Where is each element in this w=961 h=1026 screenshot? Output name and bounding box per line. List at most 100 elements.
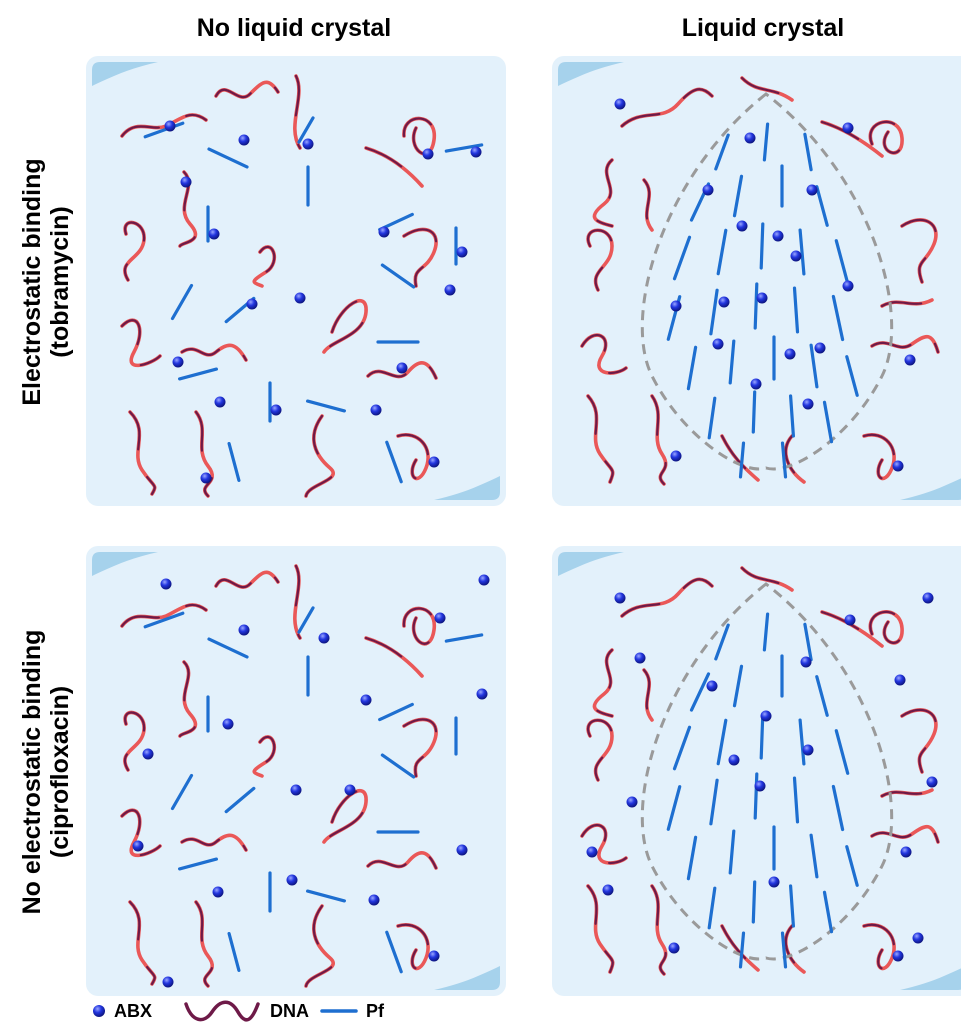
abx-molecule	[222, 718, 234, 730]
pf-phage	[789, 884, 795, 928]
pf-phage	[738, 441, 746, 479]
abx-molecule	[294, 292, 306, 304]
dna-strand-shade	[900, 218, 937, 284]
dna-strand-shade	[120, 603, 208, 628]
panel-electrostatic-no-lc	[86, 56, 506, 506]
legend: ABX DNA Pf	[93, 1000, 385, 1022]
abx-molecule	[728, 754, 740, 766]
abx-molecule	[444, 284, 456, 296]
abx-molecule	[706, 680, 718, 692]
row-title-no-electrostatic-line1: No electrostatic binding	[18, 630, 46, 915]
pf-phage	[809, 833, 819, 879]
dna-strand-shade	[620, 88, 714, 128]
dna-strand-shade	[120, 319, 162, 367]
dna-strand-shade	[120, 113, 208, 138]
pf-phage	[716, 718, 728, 766]
pf-phage	[728, 829, 736, 875]
dna-strand-shade	[253, 735, 276, 778]
pf-phage	[716, 228, 728, 276]
pf-phage	[728, 339, 736, 385]
pf-phage	[845, 355, 859, 397]
pf-phage	[380, 263, 416, 289]
pf-phage	[815, 185, 829, 227]
pf-phage	[444, 633, 484, 643]
pf-phage	[444, 143, 484, 153]
pf-phage	[792, 286, 800, 334]
dna-strand-shade	[869, 120, 904, 154]
dna-strand-shade	[586, 884, 614, 974]
column-title-no-lc: No liquid crystal	[197, 14, 391, 42]
abx-molecule	[290, 784, 302, 796]
dna-strand-shade	[642, 178, 654, 232]
column-title-lc: Liquid crystal	[682, 14, 845, 42]
pf-phage	[177, 857, 218, 871]
dna-strand-shade	[402, 117, 436, 155]
pf-phage	[385, 930, 403, 974]
abx-molecule	[212, 886, 224, 898]
legend-abx-label: ABX	[114, 1001, 152, 1021]
dna-strand-shade	[214, 81, 280, 99]
dna-strand-shade	[784, 434, 806, 484]
abx-molecule	[456, 246, 468, 258]
dna-strand-shade	[620, 578, 714, 618]
dna-strand-shade	[293, 564, 302, 640]
abx-molecule	[912, 932, 924, 944]
dna-strand-shade	[586, 394, 614, 484]
abx-molecule	[634, 652, 646, 664]
abx-molecule	[160, 578, 172, 590]
abx-molecule	[892, 460, 904, 472]
dna-strand-shade	[740, 566, 794, 592]
dna-strand-shade	[740, 76, 794, 102]
abx-molecule	[470, 146, 482, 158]
pf-phage	[227, 442, 241, 482]
dna-strand-shade	[128, 900, 156, 986]
dna-strand-shade	[862, 433, 896, 480]
pf-phage	[815, 675, 829, 717]
dna-strand-shade	[820, 120, 884, 158]
pf-phage	[143, 611, 185, 629]
pf-phage	[714, 623, 730, 661]
pf-phage	[759, 712, 765, 760]
dna-strand-shade	[580, 334, 628, 375]
pf-phage	[672, 235, 692, 281]
lc-domain-outline	[640, 92, 894, 471]
abx-molecule	[790, 250, 802, 262]
dna-strand-shade	[869, 610, 904, 644]
pf-phage	[780, 441, 788, 479]
abx-molecule	[368, 894, 380, 906]
abx-molecule	[428, 456, 440, 468]
panel-background	[552, 546, 961, 996]
pf-phage	[789, 394, 795, 438]
abx-molecule	[802, 744, 814, 756]
pf-phage	[753, 282, 759, 330]
corner-tab	[900, 968, 961, 990]
dna-strand-shade	[180, 344, 248, 362]
abx-molecule	[802, 398, 814, 410]
abx-molecule	[754, 780, 766, 792]
legend-abx-icon	[93, 1005, 105, 1017]
abx-molecule	[814, 342, 826, 354]
corner-tab	[92, 552, 158, 576]
pf-phage	[834, 239, 850, 285]
corner-tab	[558, 552, 624, 576]
pf-phage	[297, 606, 315, 634]
abx-molecule	[670, 450, 682, 462]
dna-strand-shade	[593, 158, 614, 228]
abx-molecule	[800, 656, 812, 668]
abx-molecule	[478, 574, 490, 586]
pf-phage	[207, 637, 249, 659]
dna-strand-shade	[880, 298, 934, 308]
abx-molecule	[772, 230, 784, 242]
pf-phage	[845, 845, 859, 887]
pf-phage	[385, 440, 403, 484]
pf-phage	[380, 753, 416, 779]
pf-phage	[378, 702, 414, 722]
lc-domain-outline	[640, 582, 894, 961]
dna-strand-shade	[587, 719, 614, 782]
abx-molecule	[208, 228, 220, 240]
abx-molecule	[318, 632, 330, 644]
panel-no-electrostatic-lc	[552, 546, 961, 996]
legend-dna-label: DNA	[270, 1001, 309, 1021]
abx-molecule	[602, 884, 614, 896]
